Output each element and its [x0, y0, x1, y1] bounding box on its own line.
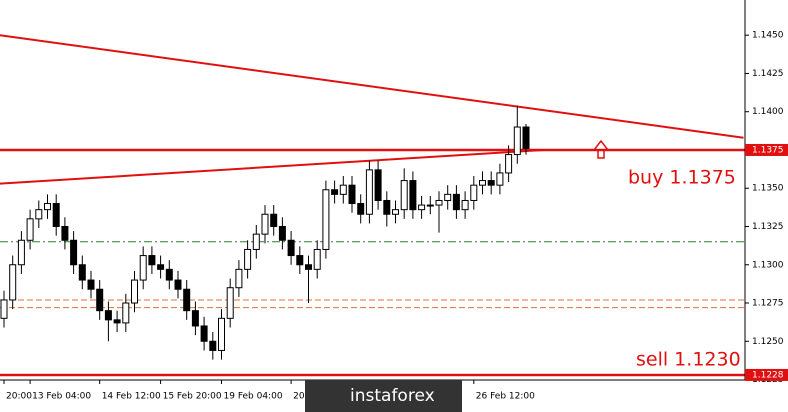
candle-body: [96, 288, 104, 312]
candle-body: [383, 199, 391, 215]
candle-body: [87, 279, 95, 290]
candle-body: [444, 193, 452, 201]
candle-body: [157, 264, 165, 270]
price-label: 1.1375: [752, 145, 784, 155]
y-tick-label: 1.1450: [752, 31, 784, 41]
candle-body: [131, 279, 138, 304]
candle-body: [313, 248, 321, 270]
x-tick-label: 20: [293, 392, 305, 402]
x-tick-label: 14 Feb 12:00: [102, 392, 161, 402]
y-tick-label: 1.1300: [752, 260, 784, 270]
price-label-box: [745, 368, 788, 381]
candle-body: [261, 213, 269, 235]
trend-line: [0, 34, 744, 139]
candle-body: [191, 310, 199, 327]
x-tick-label: 13 Feb 04:00: [32, 392, 91, 402]
sell-annotation: sell 1.1230: [636, 349, 741, 371]
y-tick-label: 1.1425: [752, 69, 784, 79]
x-tick-label: 15 Feb 20:00: [163, 392, 222, 402]
candle-body: [479, 180, 486, 186]
candle-body: [52, 203, 60, 227]
candle-body: [287, 239, 295, 257]
candle-body: [235, 268, 243, 289]
y-tick-label: 1.1250: [752, 337, 784, 347]
candle-body: [322, 189, 330, 250]
y-tick-label: 1.1275: [752, 299, 784, 309]
y-tick-label: 1.1325: [752, 222, 784, 232]
watermark-box: [305, 380, 462, 412]
watermark: instaforex: [350, 386, 435, 406]
candle-body: [278, 225, 286, 241]
candle-body: [374, 169, 382, 201]
candle-body: [122, 302, 130, 324]
x-tick-label: 19 Feb 04:00: [224, 392, 283, 402]
candle-body: [17, 239, 25, 266]
candle-body: [452, 193, 460, 211]
candle-body: [244, 248, 252, 270]
candle-body: [0, 299, 8, 319]
candle-body: [513, 126, 521, 156]
candle-body: [218, 317, 225, 351]
y-tick-label: 1.1350: [752, 184, 784, 194]
candle-body: [392, 209, 399, 215]
candle-body: [339, 184, 347, 195]
candle-body: [61, 225, 69, 241]
candle-body: [426, 204, 434, 207]
candle-body: [9, 264, 17, 301]
candle-body: [26, 218, 34, 241]
y-tick-label: 1.1400: [752, 107, 784, 117]
candle-body: [270, 213, 278, 227]
candle-body: [174, 279, 182, 290]
plot-area: [0, 34, 745, 377]
candle-body: [148, 255, 156, 266]
candle-body: [296, 255, 304, 266]
candle-body: [331, 189, 339, 195]
candle-body: [461, 199, 469, 211]
price-label-box: [745, 143, 788, 156]
price-label: 1.1228: [752, 370, 784, 380]
candle-body: [70, 239, 78, 266]
candle-body: [522, 126, 530, 149]
candle-body: [365, 169, 373, 215]
candle-body: [200, 325, 208, 342]
candle-body: [400, 180, 408, 211]
candle-body: [165, 268, 173, 281]
x-tick-label: 20:00: [6, 392, 32, 402]
candle-body: [409, 180, 417, 211]
trend-line: [0, 148, 544, 185]
candle-body: [44, 203, 51, 211]
candle-body: [305, 264, 312, 270]
candle-body: [113, 319, 121, 324]
candle-body: [183, 288, 191, 312]
candle-body: [209, 340, 217, 351]
candle-body: [35, 209, 43, 220]
watermark-group: instaforex: [305, 380, 462, 412]
candle-body: [78, 264, 86, 281]
candle-body: [487, 180, 495, 186]
candle-body: [226, 287, 234, 319]
buy-annotation: buy 1.1375: [628, 167, 736, 189]
candle-body: [139, 255, 147, 281]
candle-body: [348, 184, 356, 205]
candle-body: [470, 184, 478, 201]
candle-body: [418, 204, 426, 211]
candle-body: [104, 310, 112, 321]
candle-body: [505, 154, 513, 174]
x-tick-label: 26 Feb 12:00: [476, 392, 535, 402]
candle-body: [496, 172, 504, 186]
candle-body: [435, 199, 443, 206]
buy-arrow: [592, 139, 610, 159]
candle-body: [252, 233, 260, 250]
candle-body: [357, 203, 365, 215]
